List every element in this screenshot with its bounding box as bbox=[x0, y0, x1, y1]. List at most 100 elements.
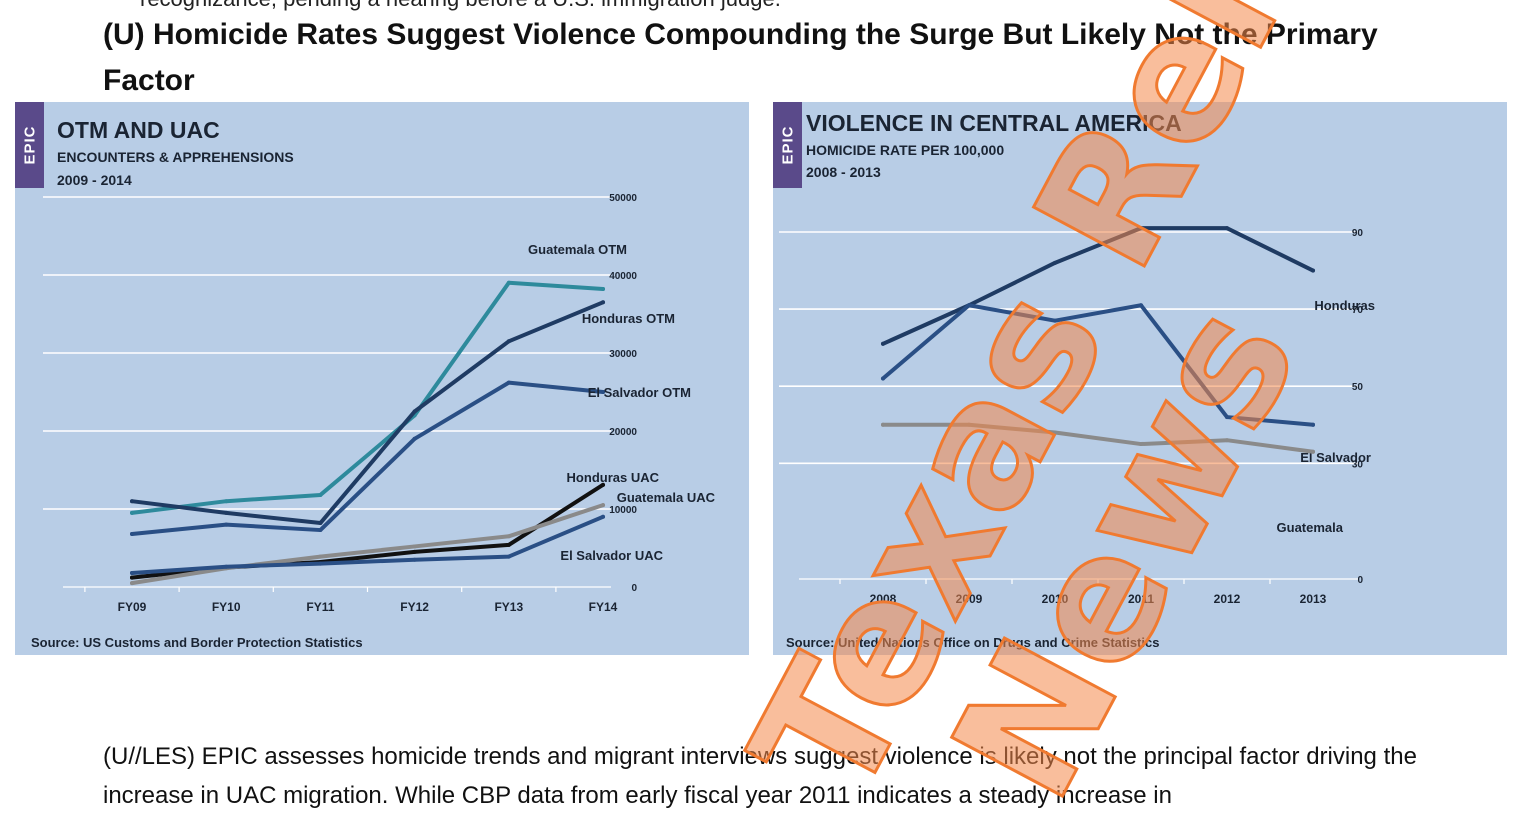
y-tick-label: 90 bbox=[1352, 228, 1364, 239]
series-label-honduras-otm: Honduras OTM bbox=[582, 311, 675, 326]
data-point-el-salvador-otm bbox=[601, 390, 605, 394]
data-point-el-salvador-uac bbox=[224, 564, 229, 569]
chart-panel-otm-uac: EPIC OTM AND UAC ENCOUNTERS & APPREHENSI… bbox=[15, 102, 749, 655]
y-tick-label: 0 bbox=[1357, 575, 1363, 586]
data-point-guatemala bbox=[1139, 442, 1143, 447]
data-point-el-salvador bbox=[881, 376, 885, 381]
data-point-el-salvador-otm bbox=[318, 528, 323, 533]
y-tick-label: 20000 bbox=[609, 427, 637, 438]
data-point-el-salvador bbox=[1139, 303, 1143, 308]
y-tick-label: 30 bbox=[1352, 459, 1364, 470]
cut-off-text-line: recognizance, pending a hearing before a… bbox=[140, 0, 781, 12]
data-point-guatemala-uac bbox=[412, 544, 417, 549]
y-tick-label: 50 bbox=[1352, 382, 1364, 393]
data-point-guatemala-otm bbox=[318, 492, 323, 497]
x-tick-label: 2011 bbox=[1128, 592, 1154, 606]
section-heading: (U) Homicide Rates Suggest Violence Comp… bbox=[103, 18, 1378, 97]
data-point-guatemala bbox=[1053, 430, 1057, 435]
series-line-honduras-uac bbox=[130, 482, 605, 580]
series-line-guatemala bbox=[881, 422, 1315, 454]
chart-title: OTM AND UAC bbox=[57, 117, 220, 143]
data-point-guatemala bbox=[881, 422, 885, 427]
y-tick-label: 30000 bbox=[609, 349, 637, 360]
data-point-el-salvador-otm bbox=[506, 380, 511, 385]
data-point-guatemala-uac bbox=[318, 554, 323, 559]
x-tick-label: FY14 bbox=[589, 600, 618, 614]
series-line-el-salvador bbox=[881, 303, 1315, 427]
data-point-guatemala bbox=[1225, 438, 1229, 443]
series-label-honduras: Honduras bbox=[1314, 298, 1375, 313]
series-line-el-salvador-uac bbox=[130, 514, 605, 575]
chart-period: 2008 - 2013 bbox=[806, 164, 881, 180]
series-label-guatemala-otm: Guatemala OTM bbox=[528, 242, 627, 257]
data-point-guatemala-uac bbox=[506, 534, 511, 539]
series-line-guatemala-otm bbox=[130, 280, 605, 515]
y-tick-label: 70 bbox=[1352, 305, 1364, 316]
body-paragraph: (U//LES) EPIC assesses homicide trends a… bbox=[103, 743, 1417, 809]
data-point-honduras-otm bbox=[506, 339, 511, 344]
chart-subtitle: ENCOUNTERS & APPREHENSIONS bbox=[57, 149, 294, 165]
data-point-honduras bbox=[1225, 226, 1229, 231]
series-line-guatemala-uac bbox=[130, 503, 605, 586]
data-point-guatemala bbox=[1311, 449, 1315, 454]
data-point-el-salvador-otm bbox=[224, 522, 229, 527]
data-point-el-salvador-otm bbox=[130, 531, 134, 536]
series-label-el-salvador-uac: El Salvador UAC bbox=[560, 548, 663, 563]
x-tick-label: 2012 bbox=[1214, 592, 1241, 606]
gridlines bbox=[779, 231, 1358, 465]
series-label-guatemala-uac: Guatemala UAC bbox=[617, 490, 716, 505]
series-line-honduras bbox=[881, 226, 1315, 346]
data-point-el-salvador bbox=[967, 303, 971, 308]
line-chart-violence: 0 30 50 70 90 2008 2009 2010 2011 2012 2013 Hondura… bbox=[779, 226, 1375, 606]
data-point-guatemala-otm bbox=[224, 499, 229, 504]
data-point-el-salvador-otm bbox=[412, 436, 417, 441]
line-chart-otm-uac: 0 10000 20000 30000 40000 50000 FY09 FY10 FY11 FY… bbox=[43, 193, 716, 614]
data-point-honduras-otm bbox=[318, 521, 323, 526]
x-tick-label: FY10 bbox=[212, 600, 241, 614]
data-point-honduras-otm bbox=[130, 499, 134, 504]
y-tick-label: 0 bbox=[631, 583, 637, 594]
y-tick-label: 50000 bbox=[609, 193, 637, 204]
data-point-guatemala-uac bbox=[601, 503, 605, 508]
epic-badge: EPIC bbox=[773, 102, 802, 188]
series-line-honduras-otm bbox=[130, 300, 605, 526]
data-point-honduras-uac bbox=[130, 575, 134, 580]
x-tick-label: FY11 bbox=[306, 600, 334, 614]
data-point-guatemala-otm bbox=[130, 510, 134, 515]
data-point-honduras bbox=[1053, 260, 1057, 265]
chart-source: Source: US Customs and Border Protection… bbox=[31, 635, 363, 650]
series-label-honduras-uac: Honduras UAC bbox=[567, 470, 660, 485]
data-point-el-salvador bbox=[1225, 415, 1229, 420]
series-label-el-salvador: El Salvador bbox=[1300, 450, 1371, 465]
data-point-honduras-uac bbox=[506, 542, 511, 547]
data-point-guatemala bbox=[967, 422, 971, 427]
x-tick-label: FY12 bbox=[400, 600, 429, 614]
data-point-honduras-uac bbox=[412, 549, 417, 554]
x-tick-label: 2008 bbox=[870, 592, 897, 606]
data-point-el-salvador-uac bbox=[601, 514, 605, 519]
data-point-el-salvador bbox=[1053, 318, 1057, 323]
y-tick-label: 40000 bbox=[609, 271, 637, 282]
chart-subtitle: HOMICIDE RATE PER 100,000 bbox=[806, 142, 1005, 158]
epic-badge: EPIC bbox=[15, 102, 44, 188]
chart-panel-violence: EPIC VIOLENCE IN CENTRAL AMERICA HOMICID… bbox=[773, 102, 1507, 655]
data-point-guatemala-otm bbox=[601, 287, 605, 292]
series-line-el-salvador-otm bbox=[130, 380, 605, 536]
data-point-guatemala-otm bbox=[506, 280, 511, 285]
gridlines bbox=[43, 196, 611, 510]
chart-title: VIOLENCE IN CENTRAL AMERICA bbox=[806, 110, 1182, 136]
data-point-honduras bbox=[881, 341, 885, 346]
chart-source: Source: United Nations Office on Drugs a… bbox=[786, 635, 1160, 650]
x-tick-label: 2009 bbox=[956, 592, 983, 606]
x-tick-label: 2013 bbox=[1300, 592, 1327, 606]
data-point-honduras bbox=[1139, 226, 1143, 231]
data-point-el-salvador-uac bbox=[130, 570, 134, 575]
data-point-el-salvador-uac bbox=[506, 554, 511, 559]
data-point-el-salvador-uac bbox=[318, 561, 323, 566]
data-point-honduras-otm bbox=[412, 409, 417, 414]
series-label-el-salvador-otm: El Salvador OTM bbox=[588, 385, 691, 400]
y-tick-label: 10000 bbox=[609, 505, 637, 516]
data-point-honduras bbox=[1311, 268, 1315, 273]
data-point-honduras-otm bbox=[601, 300, 605, 305]
x-tick-label: FY13 bbox=[494, 600, 523, 614]
